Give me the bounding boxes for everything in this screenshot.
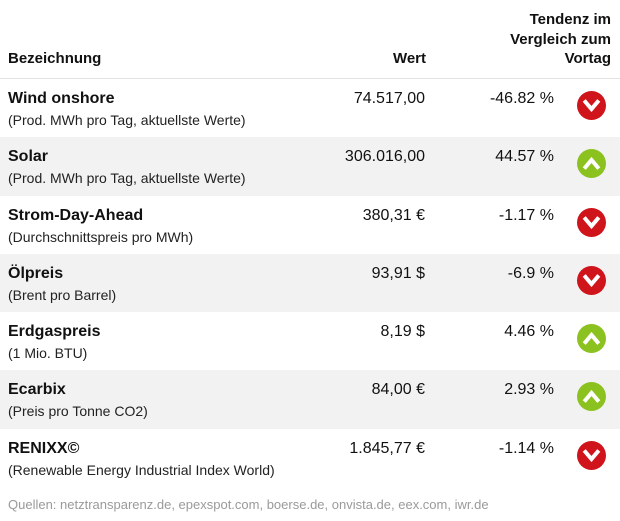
- row-value: 93,91 $: [371, 264, 425, 282]
- row-value: 74.517,00: [353, 90, 425, 107]
- row-description: (1 Mio. BTU): [8, 345, 88, 362]
- row-name: Strom-Day-Ahead: [8, 206, 144, 224]
- trend-down-icon: [577, 91, 606, 120]
- row-name: Wind onshore: [8, 90, 115, 107]
- column-header-trend-line: Vergleich zum: [510, 30, 611, 48]
- row-change-percent: 44.57 %: [495, 148, 554, 166]
- row-name: Solar: [8, 148, 49, 166]
- row-name: Ölpreis: [8, 264, 64, 282]
- table-row: Ölpreis (Brent pro Barrel) 93,91 $ -6.9 …: [0, 253, 620, 313]
- row-value: 380,31 €: [362, 206, 425, 224]
- row-description: (Brent pro Barrel): [8, 286, 117, 303]
- row-description: (Prod. MWh pro Tag, aktuellste Werte): [8, 170, 246, 187]
- column-header-trend-line: Tendenz im: [529, 11, 611, 28]
- trend-up-icon: [577, 149, 606, 179]
- table-row: RENIXX© (Renewable Energy Industrial Ind…: [0, 429, 620, 487]
- table-row: Solar (Prod. MWh pro Tag, aktuellste Wer…: [0, 137, 620, 196]
- table-row: Ecarbix (Preis pro Tonne CO2) 84,00 € 2.…: [0, 370, 620, 429]
- row-change-percent: 4.46 %: [504, 323, 554, 341]
- column-header-name: Bezeichnung: [8, 50, 102, 67]
- table-row: Erdgaspreis (1 Mio. BTU) 8,19 $ 4.46 %: [0, 312, 620, 370]
- row-value: 8,19 $: [380, 323, 425, 341]
- trend-down-icon: [577, 265, 606, 295]
- row-change-percent: -46.82 %: [489, 90, 554, 107]
- row-change-percent: -1.14 %: [498, 439, 554, 457]
- table-body: Wind onshore (Prod. MWh pro Tag, aktuell…: [0, 79, 620, 487]
- table-header: Bezeichnung Wert Tendenz im Vergleich zu…: [0, 0, 620, 79]
- row-value: 84,00 €: [371, 381, 425, 399]
- row-change-percent: 2.93 %: [504, 381, 554, 399]
- row-value: 306.016,00: [344, 148, 425, 166]
- trend-down-icon: [577, 440, 606, 470]
- row-change-percent: -6.9 %: [507, 264, 554, 282]
- trend-up-icon: [577, 324, 606, 354]
- row-name: RENIXX©: [8, 439, 80, 457]
- sources-footer: Quellen: netztransparenz.de, epexspot.co…: [8, 497, 489, 512]
- trend-down-icon: [577, 207, 606, 237]
- row-description: (Preis pro Tonne CO2): [8, 403, 148, 420]
- row-value: 1.845,77 €: [349, 439, 425, 457]
- column-header-value: Wert: [392, 50, 426, 67]
- table-row: Strom-Day-Ahead (Durchschnittspreis pro …: [0, 196, 620, 254]
- row-name: Ecarbix: [8, 381, 66, 399]
- column-header-trend: Tendenz im Vergleich zum Vortag: [471, 10, 611, 69]
- row-change-percent: -1.17 %: [498, 206, 554, 224]
- row-description: (Durchschnittspreis pro MWh): [8, 228, 194, 245]
- row-name: Erdgaspreis: [8, 323, 101, 341]
- row-description: (Prod. MWh pro Tag, aktuellste Werte): [8, 112, 246, 128]
- trend-up-icon: [577, 382, 606, 412]
- column-header-trend-line: Vortag: [564, 50, 611, 67]
- row-description: (Renewable Energy Industrial Index World…: [8, 461, 275, 478]
- table-row: Wind onshore (Prod. MWh pro Tag, aktuell…: [0, 79, 620, 137]
